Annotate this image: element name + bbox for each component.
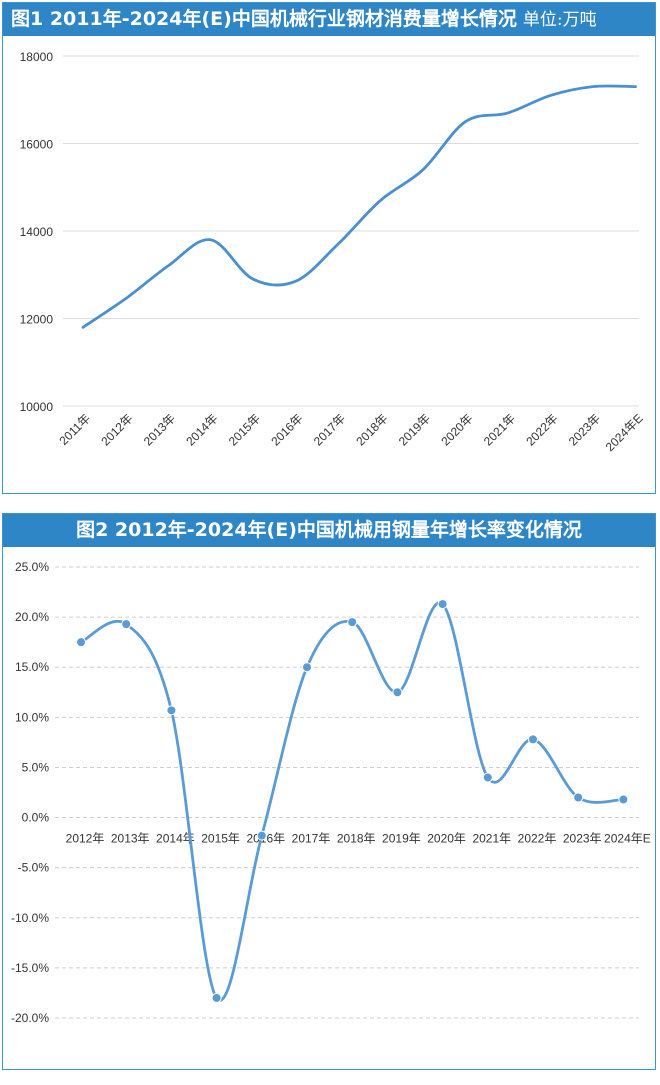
chart-1-x-tick-label: 2011年 [56, 411, 93, 448]
chart-1-x-tick-label: 2023年 [566, 411, 603, 448]
chart-2-title: 图2 2012年-2024年(E)中国机械用钢量年增长率变化情况 [76, 519, 582, 541]
chart-2-data-point [392, 687, 403, 698]
chart-2-y-tick-label: 25.0% [15, 560, 49, 574]
chart-2-data-point [256, 830, 267, 841]
chart-1-x-tick-label: 2021年 [481, 411, 518, 448]
chart-1-y-tick-label: 12000 [20, 313, 54, 327]
chart-2-series-line [79, 601, 625, 1002]
chart-1-unit: 单位:万吨 [522, 10, 597, 30]
chart-1-series-line [81, 84, 637, 329]
chart-2-data-point [528, 734, 538, 745]
chart-1-svg: 10000 12000 14000 16000 18000 2011年 2012年 2013年… [20, 50, 646, 454]
chart-1-x-tick-label: 2012年 [98, 411, 135, 448]
chart-2-title-bar: 图2 2012年-2024年(E)中国机械用钢量年增长率变化情况 [3, 514, 655, 547]
chart-2-y-tick-label: -5.0% [18, 861, 50, 875]
chart-2-x-tick-label: 2014年 [156, 832, 195, 846]
chart-panel-2: 图2 2012年-2024年(E)中国机械用钢量年增长率变化情况 25.0% 20… [2, 513, 656, 1070]
chart-2-x-tick-label: 2024年E [604, 832, 651, 846]
chart-2-x-tick-label: 2021年 [472, 832, 511, 846]
chart-2-x-tick-label: 2020年 [427, 832, 466, 846]
chart-2-data-point [347, 617, 358, 628]
chart-2-data-point [573, 792, 584, 803]
chart-2-y-tick-label: 20.0% [15, 610, 49, 624]
chart-2-data-point [618, 794, 629, 805]
chart-2-y-tick-label: -10.0% [11, 911, 49, 925]
chart-1-x-tick-label: 2022年 [523, 411, 560, 448]
chart-1-x-tick-label: 2019年 [396, 411, 433, 448]
chart-1-title: 图1 2011年-2024年(E)中国机械行业钢材消费量增长情况 [11, 8, 517, 30]
chart-1-x-tick-label: 2017年 [311, 411, 348, 448]
chart-1-x-tick-label: 2013年 [141, 411, 178, 448]
chart-2-x-tick-label: 2018年 [337, 832, 376, 846]
chart-2-x-tick-label: 2022年 [518, 832, 557, 846]
chart-1-y-tick-label: 16000 [20, 138, 54, 152]
chart-2-data-point [166, 705, 177, 716]
chart-2-svg: 25.0% 20.0% 15.0% 10.0% 5.0% 0.0% -5.0% -10.0% -… [11, 560, 651, 1025]
chart-2-x-tick-label: 2015年 [201, 832, 240, 846]
chart-2-y-tick-label: -20.0% [11, 1011, 49, 1025]
chart-2-data-point [437, 599, 448, 610]
chart-2-data-point [121, 619, 132, 630]
chart-2-data-point [482, 772, 493, 783]
chart-2-data-point [211, 992, 222, 1003]
chart-2-x-tick-label: 2019年 [382, 832, 421, 846]
chart-1-y-tick-label: 18000 [20, 50, 54, 64]
chart-2-x-tick-label: 2013年 [111, 832, 150, 846]
chart-panel-1: 图1 2011年-2024年(E)中国机械行业钢材消费量增长情况 单位:万吨 10… [2, 2, 656, 494]
chart-2-x-tick-label: 2023年 [563, 832, 602, 846]
chart-2-data-point [76, 637, 86, 648]
chart-2-y-tick-label: 5.0% [22, 760, 50, 774]
chart-1-x-tick-label: 2024年E [603, 411, 646, 454]
chart-1-x-tick-label: 2018年 [353, 411, 390, 448]
chart-1-x-tick-label: 2020年 [438, 411, 475, 448]
chart-1-x-tick-label: 2016年 [268, 411, 305, 448]
chart-2-y-tick-label: 15.0% [15, 660, 49, 674]
chart-2-data-point [302, 662, 312, 673]
chart-2-x-tick-label: 2012年 [66, 832, 105, 846]
chart-1-x-tick-label: 2014年 [183, 411, 220, 448]
chart-1-x-tick-label: 2015年 [226, 411, 263, 448]
chart-1-y-tick-label: 14000 [20, 225, 54, 239]
chart-2-y-tick-label: -15.0% [11, 961, 49, 975]
chart-2-y-tick-label: 0.0% [22, 811, 50, 825]
chart-1-title-bar: 图1 2011年-2024年(E)中国机械行业钢材消费量增长情况 单位:万吨 [3, 3, 655, 36]
chart-1-y-tick-label: 10000 [20, 400, 54, 414]
chart-2-y-tick-label: 10.0% [15, 710, 49, 724]
chart-2-x-tick-label: 2017年 [292, 832, 331, 846]
